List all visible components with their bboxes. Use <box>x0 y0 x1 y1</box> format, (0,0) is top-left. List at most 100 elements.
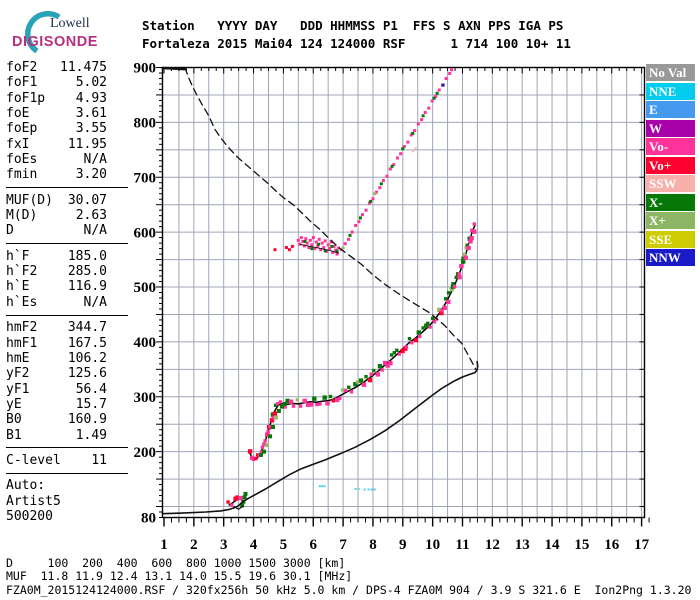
second-hop-cluster-x-point <box>335 249 339 253</box>
o-mode-f-trace-echo <box>395 348 399 352</box>
x-mode-leading-edge-point <box>279 404 284 409</box>
y-axis-label: 700 <box>134 170 157 186</box>
o-mode-f-trace-echo <box>375 372 380 377</box>
o-mode-f-trace-echo <box>254 456 258 461</box>
logo-arc <box>25 11 61 54</box>
param-row-M-D-: M(D) 2.63 <box>6 208 107 223</box>
o-mode-f-trace-echo <box>295 398 299 402</box>
param-row-h-F2: h`F2 285.0 <box>6 264 107 279</box>
o-mode-f-trace-echo <box>291 404 296 408</box>
x-axis-label: 5 <box>280 537 288 553</box>
o-mode-f-trace-echo <box>389 353 394 357</box>
o-mode-f-trace-echo <box>260 445 265 449</box>
file-info-row: FZA0M_2015124124000.RSF / 320fx256h 50 k… <box>6 583 692 597</box>
second-hop-ascending-point <box>381 179 385 182</box>
second-hop-ascending-point <box>395 156 399 160</box>
true-height-profile <box>161 360 479 515</box>
second-hop-ascending-point <box>343 242 347 246</box>
o-mode-f-trace-echo <box>457 272 461 276</box>
param-label: foF1p <box>6 90 46 106</box>
param-row-hmF2: hmF2 344.7 <box>6 320 107 335</box>
distance-row: D 100 200 400 600 800 1000 1500 3000 [km… <box>6 556 346 570</box>
y-axis-label: 200 <box>134 445 157 461</box>
legend-item-W: W <box>646 119 695 137</box>
param-value: 30.07 <box>67 192 107 208</box>
profile-valley-hook <box>233 505 244 510</box>
second-hop-cluster-point <box>335 252 339 256</box>
logo-digisonde-text: DIGISONDE <box>12 34 98 50</box>
param-label: hmF2 <box>6 320 38 336</box>
param-row-fmin: fmin 3.20 <box>6 167 107 182</box>
o-mode-f-trace-echo <box>437 307 442 312</box>
y-axis-label: 600 <box>134 225 157 241</box>
param-value: 2.63 <box>75 208 107 224</box>
o-mode-f-trace-echo <box>268 424 272 429</box>
es-dots-point <box>363 488 366 491</box>
modeled-topside-profile <box>184 66 477 370</box>
x-mode-leading-edge-point <box>273 415 278 420</box>
param-value: 15.7 <box>75 396 107 412</box>
y-axis-label: 500 <box>134 280 157 296</box>
second-hop-cluster-point <box>331 250 335 254</box>
param-label: fxI <box>6 136 30 152</box>
second-hop-ascending-point <box>430 99 434 103</box>
param-label: yF2 <box>6 366 30 382</box>
legend-item-No-Val: No Val <box>646 64 695 81</box>
param-value: 11.475 <box>60 60 107 75</box>
second-hop-ascending-xplus-point <box>341 246 345 250</box>
e-layer-trace-echo <box>226 500 230 504</box>
o-mode-f-trace-echo <box>416 330 421 335</box>
o-mode-f-trace-echo <box>272 411 277 416</box>
o-mode-f-trace-echo <box>472 222 476 226</box>
param-value: N/A <box>83 152 107 168</box>
second-hop-ascending-point <box>364 208 368 212</box>
second-hop-ascending-point <box>444 77 448 80</box>
o-mode-f-trace-echo <box>463 255 468 260</box>
x-axis-label: 16 <box>604 537 620 553</box>
panel-divider <box>6 447 128 449</box>
param-row-B0: B0 160.9 <box>6 412 107 427</box>
o-mode-f-trace-echo <box>335 397 340 403</box>
second-hop-cluster-point <box>319 248 323 252</box>
e-layer-trace-echo <box>235 495 239 499</box>
x-axis-label: 15 <box>574 537 589 553</box>
x-mode-leading-edge-point <box>282 401 287 406</box>
o-mode-f-trace-echo <box>285 398 290 404</box>
second-hop-ascending-point <box>437 88 441 92</box>
x-axis-label: 7 <box>339 537 347 553</box>
legend-item-E: E <box>646 101 695 118</box>
second-hop-cluster-point <box>332 244 336 248</box>
o-mode-f-trace-echo <box>469 236 474 241</box>
o-mode-f-trace-echo <box>454 275 458 280</box>
o-mode-f-trace-echo <box>442 305 447 310</box>
param-row-yE: yE 15.7 <box>6 397 107 412</box>
param-label: fmin <box>6 167 38 183</box>
e-layer-x-mode-point <box>243 491 248 496</box>
param-label: foF1 <box>6 75 38 91</box>
o-mode-f-trace-echo <box>449 287 454 292</box>
second-hop-cluster-point <box>310 243 314 247</box>
second-hop-ascending-point <box>371 197 375 201</box>
o-mode-f-trace-echo <box>302 398 307 404</box>
param-label: h`Es <box>6 294 38 310</box>
second-hop-cluster-x-point <box>323 249 327 253</box>
param-row-foF1p: foF1p 4.93 <box>6 91 107 106</box>
x-axis-label: 8 <box>369 537 377 553</box>
o-mode-f-trace-echo <box>461 256 465 260</box>
o-mode-f-trace-echo <box>444 297 448 301</box>
panel-divider <box>6 243 128 245</box>
second-hop-cluster-point <box>307 246 311 249</box>
y-axis-label: 900 <box>134 61 157 77</box>
es-dots-point <box>370 488 373 491</box>
param-label: foF2 <box>6 60 38 75</box>
o-mode-f-trace-echo <box>361 382 367 387</box>
second-hop-ascending-x-point <box>432 96 436 100</box>
param-value: 3.55 <box>75 121 107 137</box>
second-hop-ascending-point <box>385 174 389 178</box>
param-value: 116.9 <box>67 279 107 295</box>
second-hop-ascending-point <box>357 220 361 224</box>
x-mode-leading-edge-point <box>265 443 269 448</box>
second-hop-cluster-point <box>302 244 306 248</box>
o-mode-f-trace-echo <box>251 457 256 462</box>
e-layer-trace-echo <box>229 503 234 507</box>
